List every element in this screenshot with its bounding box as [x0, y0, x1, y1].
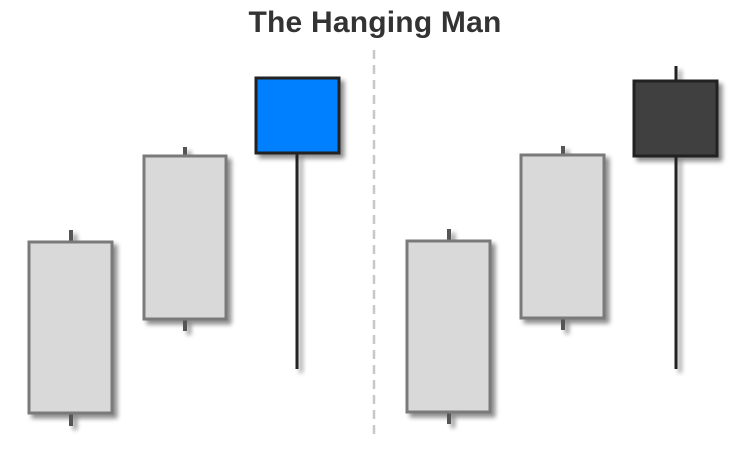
candle-body: [29, 242, 112, 413]
rising-candle-2: [144, 147, 226, 331]
rising-candle-1: [407, 229, 490, 424]
left-panel: [29, 78, 339, 426]
candle-body: [407, 241, 490, 412]
right-panel: [407, 66, 717, 424]
candle-body: [521, 155, 604, 318]
rising-candle-2: [521, 146, 604, 330]
candle-body: [256, 78, 339, 153]
rising-candle-1: [29, 230, 112, 426]
candle-body: [144, 156, 226, 319]
hanging-man-candle-bearish: [634, 66, 717, 369]
candle-body: [634, 81, 717, 156]
hanging-man-candle-bullish: [256, 78, 339, 369]
